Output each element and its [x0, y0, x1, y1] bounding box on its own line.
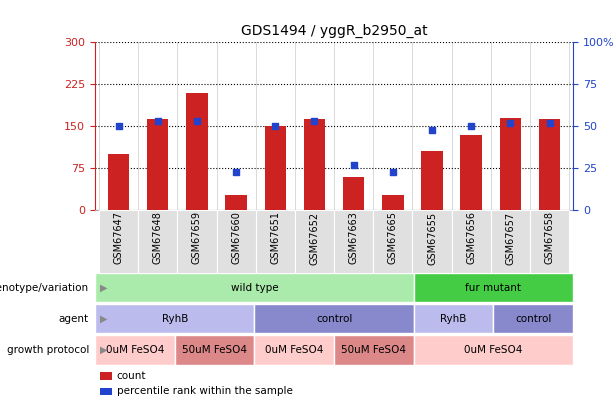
- Bar: [95, 304, 254, 333]
- Text: GSM67665: GSM67665: [388, 211, 398, 264]
- Bar: [138, 210, 177, 273]
- Text: agent: agent: [59, 314, 89, 324]
- Text: RyhB: RyhB: [161, 314, 188, 324]
- Bar: [226, 195, 247, 210]
- Bar: [108, 154, 129, 210]
- Bar: [421, 151, 443, 210]
- Point: [349, 162, 359, 168]
- Bar: [256, 210, 295, 273]
- Bar: [460, 134, 482, 210]
- Bar: [147, 119, 169, 210]
- Text: percentile rank within the sample: percentile rank within the sample: [116, 386, 292, 396]
- Bar: [530, 210, 569, 273]
- Text: wild type: wild type: [230, 283, 278, 292]
- Text: GSM67657: GSM67657: [506, 211, 516, 264]
- Text: fur mutant: fur mutant: [465, 283, 522, 292]
- Point: [388, 168, 398, 175]
- Bar: [414, 335, 573, 364]
- Bar: [413, 210, 452, 273]
- Bar: [373, 210, 413, 273]
- Text: RyhB: RyhB: [440, 314, 467, 324]
- Text: GSM67656: GSM67656: [466, 211, 476, 264]
- Text: GSM67647: GSM67647: [113, 211, 124, 264]
- Point: [427, 126, 437, 133]
- Bar: [186, 93, 208, 210]
- Text: 50uM FeSO4: 50uM FeSO4: [182, 345, 247, 355]
- Bar: [175, 335, 254, 364]
- Text: genotype/variation: genotype/variation: [0, 283, 89, 292]
- Bar: [295, 210, 334, 273]
- Bar: [334, 210, 373, 273]
- Text: control: control: [515, 314, 552, 324]
- Point: [270, 123, 280, 130]
- Bar: [500, 118, 521, 210]
- Bar: [382, 194, 403, 210]
- Text: ▶: ▶: [100, 283, 107, 292]
- Bar: [177, 210, 216, 273]
- Bar: [303, 119, 326, 210]
- Point: [113, 123, 123, 130]
- Text: 0uM FeSO4: 0uM FeSO4: [265, 345, 324, 355]
- Text: GSM67663: GSM67663: [349, 211, 359, 264]
- Bar: [491, 210, 530, 273]
- Text: 0uM FeSO4: 0uM FeSO4: [464, 345, 523, 355]
- Point: [231, 168, 241, 175]
- Bar: [452, 210, 491, 273]
- Point: [310, 118, 319, 124]
- Text: GSM67655: GSM67655: [427, 211, 437, 264]
- Bar: [100, 372, 112, 379]
- Bar: [414, 304, 493, 333]
- Text: 0uM FeSO4: 0uM FeSO4: [105, 345, 164, 355]
- Point: [506, 119, 516, 126]
- Text: growth protocol: growth protocol: [7, 345, 89, 355]
- Text: GSM67659: GSM67659: [192, 211, 202, 264]
- Bar: [493, 304, 573, 333]
- Bar: [254, 304, 414, 333]
- Bar: [343, 177, 365, 210]
- Bar: [100, 388, 112, 395]
- Bar: [95, 335, 175, 364]
- Text: GSM67648: GSM67648: [153, 211, 162, 264]
- Text: 50uM FeSO4: 50uM FeSO4: [341, 345, 406, 355]
- Text: GSM67652: GSM67652: [310, 211, 319, 264]
- Point: [192, 118, 202, 124]
- Text: ▶: ▶: [100, 314, 107, 324]
- Text: GSM67658: GSM67658: [544, 211, 555, 264]
- Bar: [265, 126, 286, 210]
- Title: GDS1494 / yggR_b2950_at: GDS1494 / yggR_b2950_at: [241, 24, 427, 38]
- Bar: [216, 210, 256, 273]
- Bar: [334, 335, 414, 364]
- Text: GSM67660: GSM67660: [231, 211, 241, 264]
- Text: count: count: [116, 371, 146, 381]
- Bar: [414, 273, 573, 302]
- Bar: [539, 119, 560, 210]
- Bar: [99, 210, 138, 273]
- Point: [153, 118, 162, 124]
- Text: control: control: [316, 314, 352, 324]
- Bar: [254, 335, 334, 364]
- Text: ▶: ▶: [100, 345, 107, 355]
- Point: [466, 123, 476, 130]
- Bar: [95, 273, 414, 302]
- Text: GSM67651: GSM67651: [270, 211, 280, 264]
- Point: [545, 119, 555, 126]
